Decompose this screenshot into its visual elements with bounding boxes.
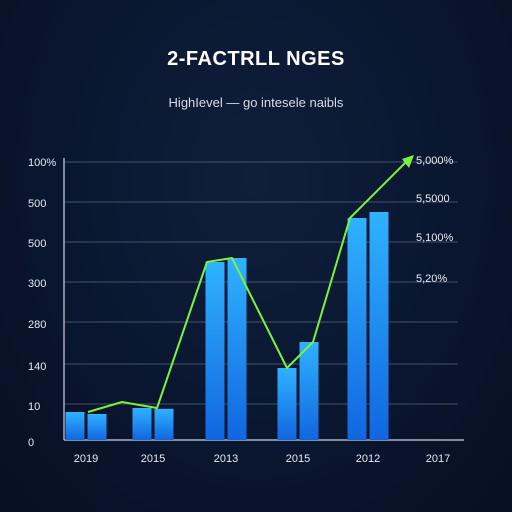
y-tick-label: 140 <box>28 361 46 373</box>
bar <box>277 368 297 440</box>
right-tick-label: 5,100% <box>416 232 454 244</box>
bar <box>65 412 85 440</box>
x-tick-label: 2012 <box>356 453 380 465</box>
x-tick-label: 2013 <box>214 453 238 465</box>
x-tick-label: 2017 <box>426 453 450 465</box>
tick-labels: 100% 500 500 300 280 140 10 0 5,000% 5,5000 5,100%… <box>28 155 454 465</box>
chart-subtitle: HighIevel — go intesele naibls <box>168 95 344 110</box>
y-tick-label: 280 <box>28 319 46 331</box>
x-tick-label: 2015 <box>286 453 310 465</box>
right-tick-label: 5,20% <box>416 273 447 285</box>
y-tick-label: 500 <box>28 198 46 210</box>
trend-line <box>87 159 409 413</box>
x-tick-label: 2015 <box>141 453 165 465</box>
y-tick-label: 300 <box>28 278 46 290</box>
bar <box>299 342 319 440</box>
bar <box>369 212 389 440</box>
trend-arrow-icon <box>402 155 414 168</box>
trend-line-layer <box>87 155 414 413</box>
x-tick-label: 2019 <box>74 453 98 465</box>
bar <box>154 408 174 440</box>
bar <box>132 408 152 440</box>
bars <box>65 212 389 440</box>
bar <box>347 218 367 440</box>
y-tick-label: 0 <box>28 437 34 449</box>
chart-title: 2-FACTRLL NGES <box>167 48 345 70</box>
y-tick-label: 100% <box>28 157 56 169</box>
right-tick-label: 5,5000 <box>416 193 450 205</box>
right-tick-label: 5,000% <box>416 155 454 167</box>
bar <box>87 414 107 440</box>
bar <box>227 258 247 440</box>
bar <box>205 262 225 440</box>
grid-lines <box>63 158 464 441</box>
y-tick-label: 10 <box>28 401 40 413</box>
y-tick-label: 500 <box>28 238 46 250</box>
